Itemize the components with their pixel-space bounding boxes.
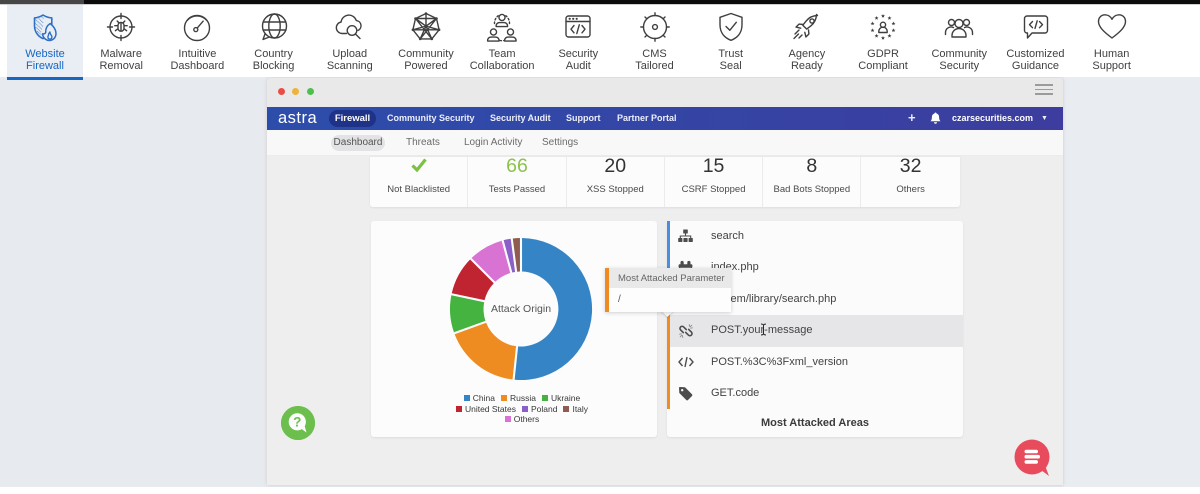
svg-text:?: ? <box>293 415 301 430</box>
